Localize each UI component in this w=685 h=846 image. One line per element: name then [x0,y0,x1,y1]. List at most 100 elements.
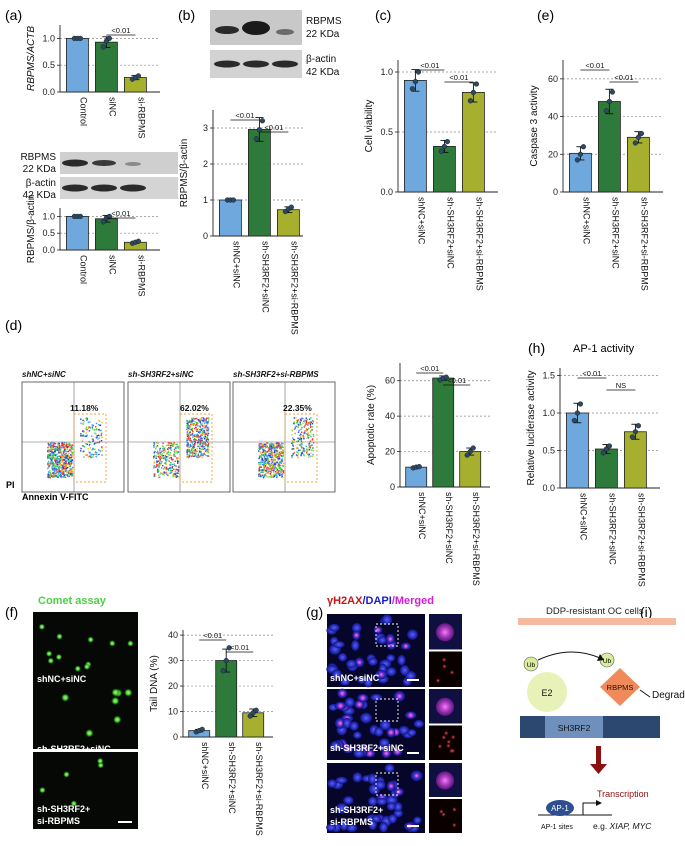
flow-event [297,425,299,427]
comet-image-bg [33,752,138,829]
flow-event [52,476,54,478]
flow-event [278,447,281,450]
scale-bar [407,825,419,827]
flow-event [65,445,67,447]
comet-spot [110,696,120,706]
flow-event [101,454,103,456]
flow-event [304,419,306,422]
flow-event [58,458,61,461]
flow-event [303,454,305,457]
foci [394,748,401,755]
flow-event [279,472,281,474]
flow-event [51,462,53,464]
flow-event [56,462,58,464]
if-row-2 [327,688,462,760]
flow-event [268,454,271,457]
comet-label-3b: si-RBPMS [37,816,80,826]
flow-event [164,462,166,465]
flow-event [202,431,205,433]
flow-event [297,419,299,421]
flow-event [49,452,51,455]
flow-event [88,451,90,453]
flow-event [57,475,60,477]
flow-event [99,450,102,452]
category-label: sh-SH3RF2+siNC [445,197,455,269]
flow-event [189,434,191,436]
flow-event [270,446,272,448]
flow-event [163,472,165,474]
flow-event [47,457,49,460]
flow-event [66,455,68,458]
flow-event [301,442,304,444]
flow-event [277,442,280,445]
flow-event [55,469,58,471]
blot-a-rbpms-label: RBPMS [20,152,56,163]
foci [407,712,414,719]
flow-event [280,448,282,450]
flow-event [281,445,284,447]
blot-a-actin-label: β-actin [26,178,56,189]
flow-event [271,467,274,469]
flow-event [65,442,68,444]
flow-event [52,451,54,454]
flow-event [194,434,196,436]
data-point [288,204,295,210]
flow-event [64,476,67,478]
flow-event [81,440,84,442]
flow-event [68,473,71,476]
flow-event [203,418,205,420]
flow-event [301,426,303,429]
data-point [256,127,263,133]
flow-event [88,444,91,446]
flow-event [173,450,176,453]
flow-event [49,445,52,447]
flow-event [186,435,189,438]
flow-event [271,463,274,466]
flow-event [258,447,260,449]
blot-b-rbpms-label: RBPMS [306,16,342,27]
bar [405,466,428,488]
flow-event [50,475,53,478]
flow-event [276,442,278,445]
flow-event [101,446,103,448]
flow-event [200,429,203,432]
flow-event [92,439,95,441]
flow-event [50,473,52,475]
flow-event [277,462,279,465]
flow-event [196,422,198,425]
category-label: shNC+siNC [578,493,588,541]
foci [353,632,359,638]
flow-event [258,450,260,452]
flow-event [190,433,192,436]
flow-event [293,417,295,419]
flow-event [159,472,162,475]
flow-event [191,429,194,431]
schematic-membrane-bar [518,618,676,625]
flow-event [273,455,276,457]
flow-event [68,465,71,467]
flow-event [153,475,156,477]
flow-event [274,443,276,445]
flow-event [53,457,55,459]
flow-event [49,446,51,449]
flow-event [265,463,267,466]
flow-event [47,456,49,458]
flow-event [201,445,203,447]
flow-event [57,473,59,475]
flow-event [177,472,179,474]
flow-event [52,473,55,475]
flow-event [202,427,204,430]
flow-event [95,429,97,431]
flow-event [300,431,303,433]
flow-event [47,467,49,470]
data-point [632,140,639,146]
flow-event [207,422,209,425]
flow-event [309,423,312,425]
flow-event [165,463,167,466]
flow-event [98,449,100,451]
flow-event [62,452,65,455]
comet-spot [45,650,53,658]
y-axis-label: RBPMS/β-actin [179,139,190,208]
flow-event [295,454,298,456]
flow-event [51,457,54,459]
